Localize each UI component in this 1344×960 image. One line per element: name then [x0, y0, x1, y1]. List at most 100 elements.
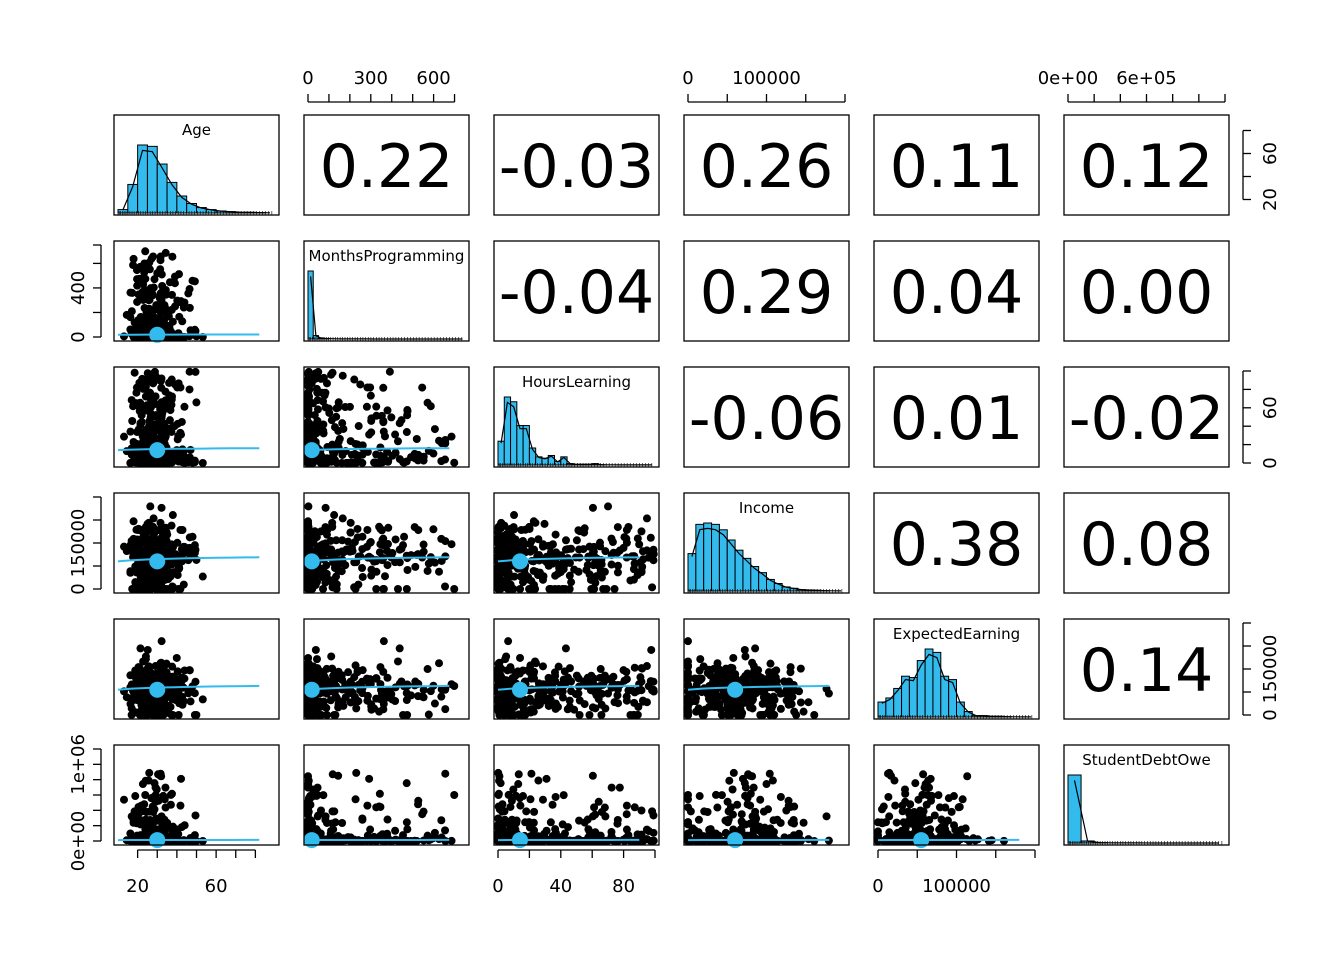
- scatter-point: [692, 707, 701, 716]
- scatter-point: [429, 525, 438, 534]
- scatter-point: [534, 692, 543, 701]
- scatter-point: [746, 771, 755, 780]
- scatter-point: [356, 380, 365, 389]
- scatter-point: [304, 701, 312, 710]
- scatter-point: [494, 585, 503, 593]
- hist-bar: [877, 701, 887, 718]
- scatter-point: [756, 795, 765, 804]
- scatter-point: [624, 686, 633, 695]
- scatter-point: [198, 695, 207, 704]
- scatter-point: [304, 521, 313, 530]
- scatter-point: [588, 548, 597, 557]
- panel-frame: [1063, 114, 1230, 216]
- scatter-point: [601, 547, 610, 556]
- panel-studentdebtowe-age: [113, 744, 280, 849]
- scatter-point: [136, 572, 145, 581]
- scatter-point: [497, 664, 506, 673]
- panel-frame: [493, 240, 660, 342]
- scatter-point: [358, 441, 367, 450]
- panel-age-hourslearning: -0.03: [493, 114, 660, 216]
- scatter-point: [156, 265, 165, 274]
- scatter-point: [140, 268, 149, 277]
- scatter-point: [154, 702, 163, 711]
- scatter-point: [391, 558, 400, 567]
- scatter-point: [607, 783, 616, 792]
- mean-ellipse-center: [511, 553, 528, 570]
- scatter-point: [769, 667, 778, 676]
- scatter-points: [117, 637, 260, 719]
- scatter-point: [168, 511, 177, 520]
- scatter-points: [874, 768, 1020, 845]
- scatter-point: [533, 684, 542, 693]
- scatter-point: [372, 674, 381, 683]
- scatter-point: [430, 558, 439, 567]
- scatter-point: [185, 550, 194, 559]
- correlation-value: 0.11: [890, 132, 1024, 202]
- scatter-point: [574, 689, 583, 698]
- scatter-point: [684, 662, 692, 671]
- mean-ellipse-center: [727, 832, 744, 849]
- scatter-point: [713, 803, 722, 812]
- scatter-point: [156, 252, 165, 261]
- scatter-point: [424, 710, 433, 719]
- panel-frame: [683, 744, 850, 846]
- scatter-point: [330, 575, 339, 584]
- panel-monthsprogramming-expectedearning: 0.04: [873, 240, 1040, 342]
- scatter-point: [142, 570, 151, 579]
- scatter-point: [304, 502, 313, 511]
- scatter-point: [730, 704, 739, 713]
- scatter-points: [684, 768, 833, 845]
- panel-age-studentdebtowe: 0.12: [1063, 114, 1230, 216]
- panel-frame: [1063, 240, 1230, 342]
- scatter-point: [338, 514, 347, 523]
- scatter-point: [595, 538, 604, 547]
- scatter-point: [127, 450, 136, 459]
- scatter-point: [304, 392, 313, 401]
- scatter-point: [350, 558, 359, 567]
- fit-line: [687, 684, 830, 691]
- scatter-point: [337, 458, 346, 467]
- scatter-point: [147, 402, 156, 411]
- scatter-point: [796, 698, 805, 707]
- scatter-point: [506, 711, 515, 719]
- scatter-point: [157, 503, 166, 512]
- hist-bar: [522, 425, 530, 466]
- diag-label-hourslearning: HoursLearning: [522, 373, 631, 391]
- scatter-point: [185, 303, 194, 312]
- scatter-point: [649, 828, 658, 837]
- scatter-point: [165, 324, 174, 333]
- hist-bar: [117, 209, 129, 214]
- scatter-point: [393, 437, 402, 446]
- scatter-point: [784, 796, 793, 805]
- scatter-point: [133, 297, 142, 306]
- scatter-point: [307, 792, 316, 801]
- scatter-points: [494, 637, 658, 719]
- panel-frame: [493, 492, 660, 594]
- scatter-point: [397, 677, 406, 686]
- panel-hourslearning-monthsprogramming: [303, 366, 470, 468]
- scatter-point: [538, 662, 547, 671]
- mean-ellipse-center: [303, 442, 320, 459]
- scatter-point: [580, 524, 589, 533]
- scatter-point: [393, 657, 402, 666]
- scatter-point: [551, 704, 560, 713]
- scatter-point: [769, 692, 778, 701]
- hist-bar: [687, 553, 697, 592]
- hist-bar: [932, 651, 942, 718]
- scatter-point: [149, 514, 158, 523]
- scatter-point: [146, 408, 155, 417]
- scatter-point: [506, 524, 515, 533]
- scatter-point: [506, 825, 515, 834]
- scatter-point: [160, 422, 169, 431]
- scatter-point: [185, 385, 194, 394]
- scatter-point: [604, 502, 613, 511]
- scatter-point: [192, 398, 201, 407]
- scatter-point: [180, 821, 189, 830]
- scatter-point: [561, 644, 570, 653]
- panel-hourslearning-income: -0.06: [683, 366, 850, 468]
- scatter-point: [765, 769, 774, 778]
- mean-ellipse-center: [511, 681, 528, 698]
- scatter-point: [560, 667, 569, 676]
- scatter-point: [314, 367, 323, 376]
- scatter-point: [142, 701, 151, 710]
